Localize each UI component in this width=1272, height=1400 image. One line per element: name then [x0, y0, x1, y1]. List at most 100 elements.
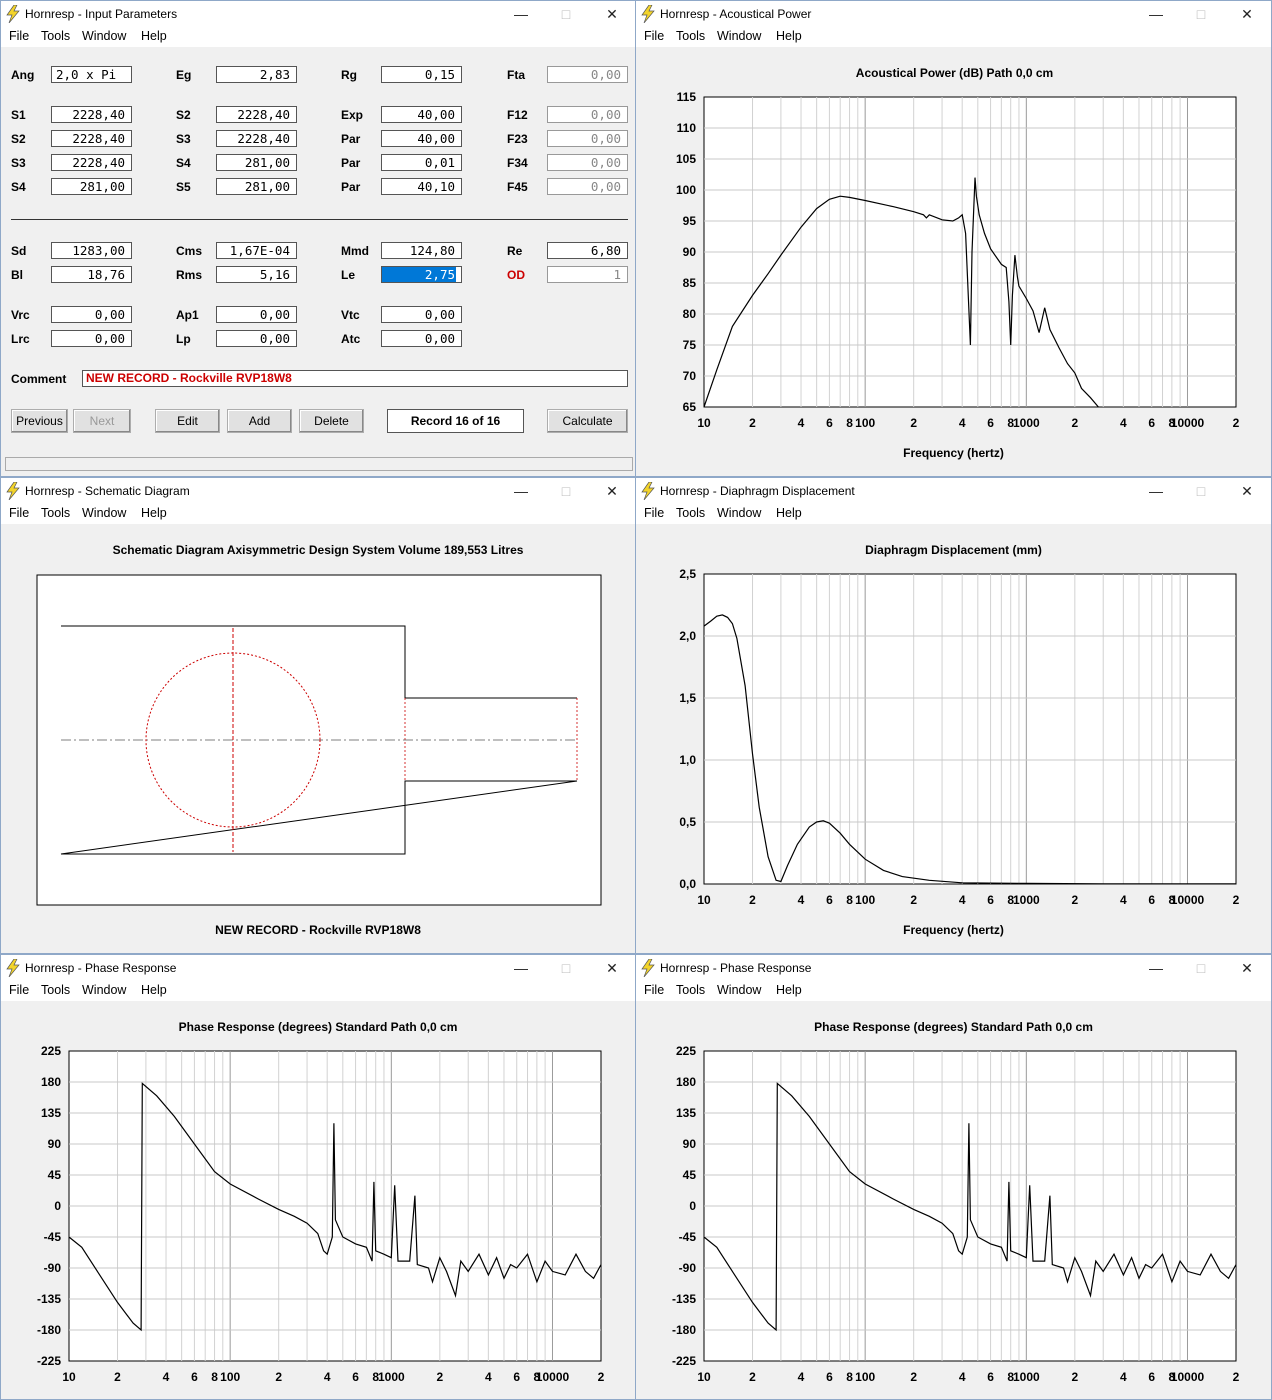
menu-window[interactable]: Window	[717, 29, 762, 43]
label-s4-col2: S4	[176, 156, 191, 170]
menu-file[interactable]: File	[9, 983, 30, 997]
maximize-button[interactable]: □	[561, 960, 571, 976]
field-comment[interactable]: NEW RECORD - Rockville RVP18W8	[82, 370, 628, 387]
field-lp[interactable]: 0,00	[216, 330, 297, 347]
edit-button[interactable]: Edit	[155, 409, 220, 433]
menu-help[interactable]: Help	[776, 983, 802, 997]
minimize-button[interactable]: —	[1149, 6, 1163, 22]
x-tick-label: 10	[697, 416, 711, 430]
close-button[interactable]: ✕	[1241, 483, 1253, 499]
titlebar[interactable]: Hornresp - Diaphragm Displacement — □ ✕	[636, 478, 1271, 504]
field-re[interactable]: 6,80	[547, 242, 628, 259]
field-sd[interactable]: 1283,00	[51, 242, 132, 259]
close-button[interactable]: ✕	[606, 960, 618, 976]
menu-tools[interactable]: Tools	[676, 29, 706, 43]
maximize-button[interactable]: □	[561, 483, 571, 499]
field-atc[interactable]: 0,00	[381, 330, 462, 347]
delete-button[interactable]: Delete	[299, 409, 364, 433]
menu-help[interactable]: Help	[141, 506, 167, 520]
x-tick-label: 4	[798, 893, 805, 907]
field-f23[interactable]: 0,00	[547, 130, 628, 147]
menu-file[interactable]: File	[644, 506, 665, 520]
titlebar[interactable]: Hornresp - Phase Response — □ ✕	[636, 955, 1271, 981]
menu-window[interactable]: Window	[717, 506, 762, 520]
field-par-2[interactable]: 0,01	[381, 154, 462, 171]
menu-help[interactable]: Help	[141, 983, 167, 997]
field-par-1[interactable]: 40,00	[381, 130, 462, 147]
maximize-button[interactable]: □	[1196, 960, 1206, 976]
titlebar[interactable]: Hornresp - Phase Response — □ ✕	[1, 955, 635, 981]
calculate-button[interactable]: Calculate	[547, 409, 628, 433]
minimize-button[interactable]: —	[1149, 960, 1163, 976]
menu-window[interactable]: Window	[82, 983, 127, 997]
close-button[interactable]: ✕	[1241, 6, 1253, 22]
menu-window[interactable]: Window	[82, 506, 127, 520]
label-par-2: Par	[341, 156, 361, 170]
field-par-3[interactable]: 40,10	[381, 178, 462, 195]
field-s2[interactable]: 2228,40	[51, 130, 132, 147]
menu-window[interactable]: Window	[717, 983, 762, 997]
field-eg[interactable]: 2,83	[216, 66, 297, 83]
menu-help[interactable]: Help	[776, 29, 802, 43]
previous-button[interactable]: Previous	[11, 409, 68, 433]
add-button[interactable]: Add	[227, 409, 292, 433]
minimize-button[interactable]: —	[514, 960, 528, 976]
close-button[interactable]: ✕	[606, 6, 618, 22]
menu-tools[interactable]: Tools	[676, 506, 706, 520]
field-s2-col2[interactable]: 2228,40	[216, 106, 297, 123]
titlebar[interactable]: Hornresp - Input Parameters — □ ✕	[1, 1, 635, 27]
menu-file[interactable]: File	[9, 29, 30, 43]
field-s5[interactable]: 281,00	[216, 178, 297, 195]
label-s3-col2: S3	[176, 132, 191, 146]
menu-tools[interactable]: Tools	[676, 983, 706, 997]
field-le[interactable]: 2,75	[381, 266, 462, 283]
field-exp[interactable]: 40,00	[381, 106, 462, 123]
field-mmd[interactable]: 124,80	[381, 242, 462, 259]
close-button[interactable]: ✕	[606, 483, 618, 499]
field-s3-col2[interactable]: 2228,40	[216, 130, 297, 147]
x-tick-label: 100	[855, 416, 875, 430]
field-rms[interactable]: 5,16	[216, 266, 297, 283]
menu-tools[interactable]: Tools	[41, 506, 71, 520]
window-title: Hornresp - Schematic Diagram	[25, 484, 190, 498]
field-vtc[interactable]: 0,00	[381, 306, 462, 323]
menu-help[interactable]: Help	[776, 506, 802, 520]
x-tick-label: 8	[1169, 893, 1176, 907]
field-vrc[interactable]: 0,00	[51, 306, 132, 323]
field-lrc[interactable]: 0,00	[51, 330, 132, 347]
menu-file[interactable]: File	[644, 29, 665, 43]
minimize-button[interactable]: —	[1149, 483, 1163, 499]
menu-file[interactable]: File	[644, 983, 665, 997]
maximize-button[interactable]: □	[1196, 6, 1206, 22]
maximize-button[interactable]: □	[1196, 483, 1206, 499]
field-bl[interactable]: 18,76	[51, 266, 132, 283]
titlebar[interactable]: Hornresp - Schematic Diagram — □ ✕	[1, 478, 635, 504]
field-ang[interactable]: 2,0 x Pi	[51, 66, 132, 83]
titlebar[interactable]: Hornresp - Acoustical Power — □ ✕	[636, 1, 1271, 27]
minimize-button[interactable]: —	[514, 483, 528, 499]
label-eg: Eg	[176, 68, 192, 82]
field-s4[interactable]: 281,00	[51, 178, 132, 195]
next-button[interactable]: Next	[73, 409, 131, 433]
field-f45[interactable]: 0,00	[547, 178, 628, 195]
close-button[interactable]: ✕	[1241, 960, 1253, 976]
field-f34[interactable]: 0,00	[547, 154, 628, 171]
field-s3[interactable]: 2228,40	[51, 154, 132, 171]
menu-window[interactable]: Window	[82, 29, 127, 43]
field-rg[interactable]: 0,15	[381, 66, 462, 83]
field-ap1[interactable]: 0,00	[216, 306, 297, 323]
menu-tools[interactable]: Tools	[41, 983, 71, 997]
field-f12[interactable]: 0,00	[547, 106, 628, 123]
field-s4-col2[interactable]: 281,00	[216, 154, 297, 171]
field-s1[interactable]: 2228,40	[51, 106, 132, 123]
menu-file[interactable]: File	[9, 506, 30, 520]
maximize-button[interactable]: □	[561, 6, 571, 22]
field-fta[interactable]: 0,00	[547, 66, 628, 83]
minimize-button[interactable]: —	[514, 6, 528, 22]
x-tick-label: 4	[798, 1370, 805, 1384]
field-cms[interactable]: 1,67E-04	[216, 242, 297, 259]
menu-help[interactable]: Help	[141, 29, 167, 43]
field-od[interactable]: 1	[547, 266, 628, 283]
menu-tools[interactable]: Tools	[41, 29, 71, 43]
lightning-icon	[6, 959, 20, 977]
